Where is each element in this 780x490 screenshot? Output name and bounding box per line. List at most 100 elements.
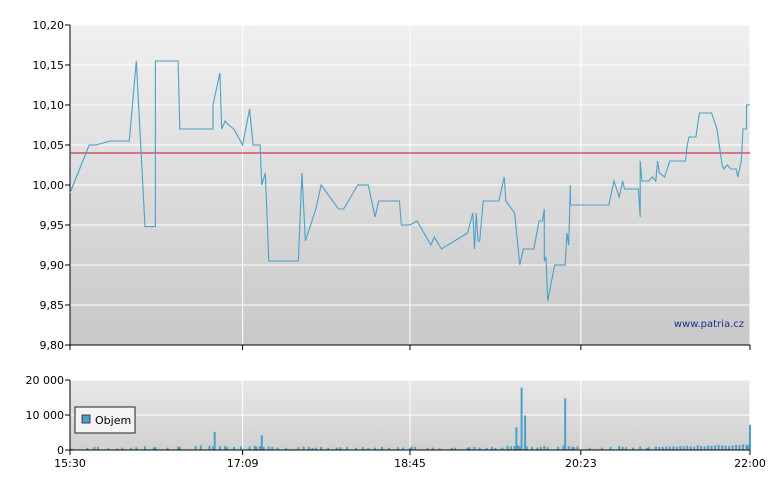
volume-bar xyxy=(93,446,96,450)
volume-bar xyxy=(735,444,738,451)
volume-bar xyxy=(518,446,521,450)
volume-bar xyxy=(546,447,549,450)
volume-bar xyxy=(710,445,713,450)
volume-bar xyxy=(144,446,146,450)
volume-bar xyxy=(618,446,621,450)
volume-bar xyxy=(208,445,211,450)
volume-bar xyxy=(646,447,649,450)
volume-bar xyxy=(632,447,635,450)
price-y-axis: 10,20 10,15 10,10 10,05 10,00 9,95 9,90 9,85 9,8… xyxy=(33,19,750,352)
volume-bar xyxy=(745,444,748,451)
volume-bar xyxy=(388,447,391,450)
volume-bar xyxy=(194,446,197,450)
volume-bar xyxy=(327,447,330,450)
volume-bar xyxy=(571,446,574,450)
volume-bar xyxy=(86,447,89,450)
price-y-tick-label: 9,80 xyxy=(40,339,65,352)
volume-bar xyxy=(396,447,399,450)
volume-bar xyxy=(478,447,481,450)
volume-bar xyxy=(473,446,476,450)
volume-bar xyxy=(374,447,377,450)
volume-bar xyxy=(672,446,675,450)
volume-bar xyxy=(494,447,497,450)
volume-bar xyxy=(679,446,682,450)
volume-bar xyxy=(152,447,155,450)
volume-bar xyxy=(271,446,274,450)
volume-bar xyxy=(285,447,288,450)
volume-bar xyxy=(130,447,132,450)
volume-bar xyxy=(224,446,227,450)
volume-bar xyxy=(665,446,668,450)
volume-bar xyxy=(506,445,509,450)
volume-bar xyxy=(747,445,750,450)
volume-bar xyxy=(178,446,181,450)
x-tick-label: 17:09 xyxy=(227,457,259,470)
price-y-tick-label: 10,10 xyxy=(33,99,65,112)
volume-bar xyxy=(267,446,270,450)
volume-bar xyxy=(717,444,720,451)
price-line xyxy=(69,60,750,302)
price-y-tick-label: 9,85 xyxy=(40,299,65,312)
volume-y-tick-label: 20 000 xyxy=(26,374,65,387)
volume-bars-group xyxy=(70,387,751,451)
volume-bar xyxy=(259,446,262,450)
price-y-tick-label: 10,05 xyxy=(33,139,65,152)
volume-bar xyxy=(154,446,157,450)
volume-bar xyxy=(724,445,727,450)
volume-bar xyxy=(454,447,457,450)
volume-bar xyxy=(572,447,575,450)
volume-bar xyxy=(714,445,717,450)
volume-bar xyxy=(675,446,678,450)
volume-bar xyxy=(339,447,342,450)
volume-bar xyxy=(361,446,364,450)
price-y-tick-label: 10,00 xyxy=(33,179,65,192)
x-tick-label: 15:30 xyxy=(54,457,86,470)
volume-bar xyxy=(661,446,664,450)
volume-bar xyxy=(213,431,216,450)
volume-bar xyxy=(693,446,696,450)
volume-bar xyxy=(260,435,263,450)
volume-bar xyxy=(738,445,741,450)
volume-bar xyxy=(513,446,516,450)
volume-bar xyxy=(166,447,169,450)
volume-bar xyxy=(689,446,692,450)
volume-bar xyxy=(749,424,751,450)
volume-bar xyxy=(239,446,242,450)
volume-bar xyxy=(276,447,279,450)
volume-bar xyxy=(107,448,110,451)
volume-bar xyxy=(335,447,338,450)
volume-bar xyxy=(728,446,731,450)
volume-bar xyxy=(121,447,124,450)
volume-bar xyxy=(567,446,570,450)
volume-y-tick-label: 10 000 xyxy=(26,409,65,422)
volume-bar xyxy=(96,446,99,450)
volume-bar xyxy=(248,446,251,450)
volume-bar xyxy=(520,387,523,450)
volume-bar xyxy=(177,446,180,450)
volume-bar xyxy=(450,447,453,450)
volume-bar xyxy=(564,398,567,450)
volume-bar xyxy=(682,446,685,450)
volume-bar xyxy=(543,445,546,450)
volume-bar xyxy=(414,446,417,450)
volume-bar xyxy=(367,447,370,450)
volume-bar xyxy=(647,447,650,450)
volume-bar xyxy=(621,446,624,450)
volume-bar xyxy=(253,445,256,450)
volume-bar xyxy=(609,446,612,450)
volume-bar xyxy=(686,445,689,450)
volume-bar xyxy=(199,445,202,450)
volume-bar xyxy=(658,446,661,450)
volume-bar xyxy=(731,445,734,450)
volume-bar xyxy=(262,446,265,450)
volume-bar xyxy=(320,446,323,450)
volume-bar xyxy=(576,446,579,450)
volume-bar xyxy=(410,446,413,450)
watermark[interactable]: www.patria.cz xyxy=(674,319,744,330)
volume-bar xyxy=(212,446,214,450)
volume-bar xyxy=(255,446,258,450)
volume-bar xyxy=(517,445,520,450)
volume-bar xyxy=(426,447,429,450)
